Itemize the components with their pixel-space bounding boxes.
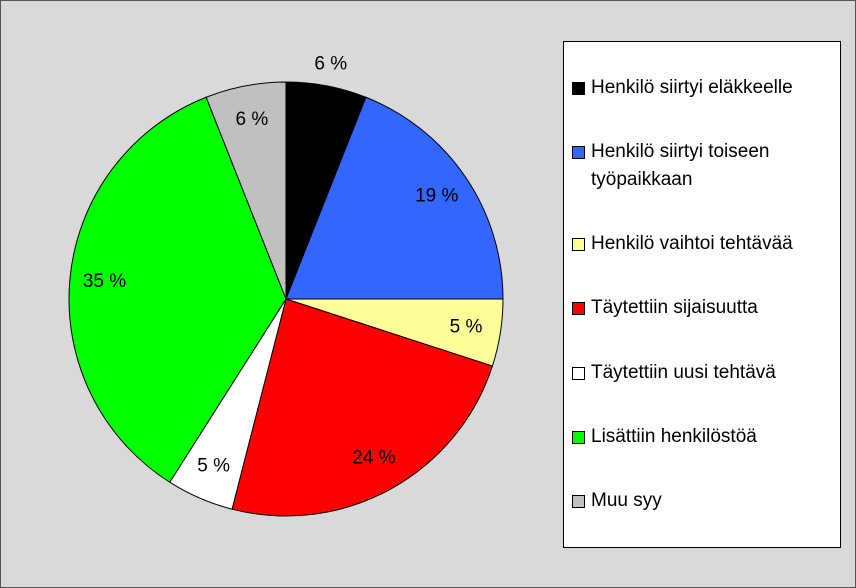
- legend-entry: Lisättiin henkilöstöä: [572, 423, 840, 451]
- legend-swatch: [572, 82, 585, 96]
- pie-slice: [68, 96, 287, 483]
- legend-swatch: [572, 494, 585, 508]
- legend-swatch: [572, 302, 585, 316]
- legend-entry: Henkilö vaihtoi tehtävää: [572, 230, 840, 258]
- legend: Henkilö siirtyi eläkkeelle Henkilö siirty…: [563, 41, 841, 548]
- legend-label: Henkilö siirtyi toiseen työpaikkaan: [591, 141, 770, 191]
- legend-label: Täytettiin uusi tehtävä: [591, 361, 776, 383]
- legend-entry: Täytettiin uusi tehtävä: [572, 359, 840, 387]
- data-label: 6 %: [235, 109, 268, 130]
- data-label: 35 %: [83, 271, 126, 292]
- legend-entry: Henkilö siirtyi toiseen työpaikkaan: [572, 138, 840, 194]
- legend-entry: Täytettiin sijaisuutta: [572, 294, 840, 322]
- pie-slice: [285, 96, 504, 300]
- legend-label: Henkilö vaihtoi tehtävää: [591, 233, 793, 255]
- legend-entry: Henkilö siirtyi eläkkeelle: [572, 74, 840, 102]
- legend-swatch: [572, 366, 585, 380]
- data-label: 5 %: [450, 317, 483, 338]
- legend-label: Henkilö siirtyi eläkkeelle: [591, 77, 793, 99]
- legend-label: Muu syy: [591, 489, 662, 511]
- pie-slice: [205, 81, 287, 300]
- legend-entry: Muu syy: [572, 487, 840, 515]
- data-label: 6 %: [314, 54, 347, 75]
- legend-swatch: [572, 430, 585, 444]
- legend-label: Täytettiin sijaisuutta: [591, 297, 758, 319]
- data-label: 19 %: [415, 186, 458, 207]
- data-label: 24 %: [352, 448, 395, 469]
- pie-slice: [231, 298, 494, 517]
- legend-swatch: [572, 146, 585, 160]
- legend-swatch: [572, 238, 585, 252]
- data-label: 5 %: [197, 455, 230, 476]
- legend-label: Lisättiin henkilöstöä: [591, 425, 757, 447]
